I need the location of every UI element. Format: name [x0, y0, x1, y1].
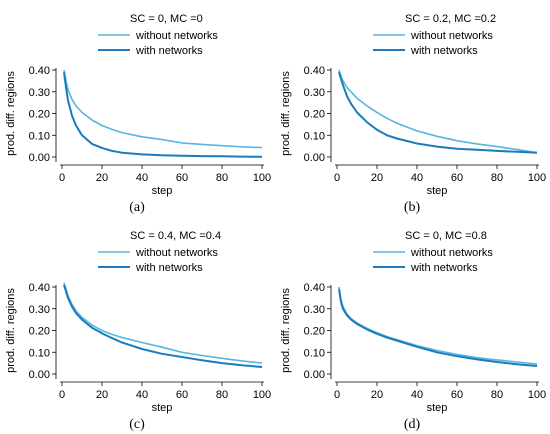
series-line-without-networks [63, 69, 263, 149]
series-line-with-networks [338, 289, 538, 367]
x-tick-label: 60 [451, 389, 463, 401]
chart-c: 0.00 0.10 0.20 0.30 0.40 0 20 40 60 80 100 step prod… [5, 230, 271, 432]
y-tick-label: 0.30 [304, 87, 325, 99]
x-tick-label: 0 [334, 389, 340, 401]
y-tick-label: 0.10 [304, 130, 325, 142]
legend-title: SC = 0.4, MC =0.4 [130, 230, 221, 242]
y-tick-label: 0.00 [304, 152, 325, 164]
y-axis-title: prod. diff. regions [280, 71, 292, 156]
x-tick-label: 40 [411, 389, 423, 401]
y-tick-label: 0.00 [29, 369, 50, 381]
chart-b: 0.00 0.10 0.20 0.30 0.40 0 20 40 60 80 100 step prod… [280, 13, 546, 215]
legend-entry: without networks [410, 30, 493, 42]
series-line-with-networks [63, 284, 263, 368]
series-line-with-networks [338, 71, 538, 154]
x-tick-label: 20 [371, 389, 383, 401]
x-tick-label: 0 [334, 172, 340, 184]
y-tick-label: 0.40 [29, 282, 50, 294]
y-tick-label: 0.10 [304, 347, 325, 359]
panel-label: (c) [129, 417, 145, 432]
x-tick-label: 20 [96, 389, 108, 401]
y-tick-label: 0.30 [29, 304, 50, 316]
panel-a: 0.00 0.10 0.20 0.30 0.40 0 20 40 60 80 100 step prod… [0, 0, 275, 217]
x-axis-title: step [152, 402, 173, 414]
legend-entry: with networks [135, 45, 203, 57]
x-tick-label: 80 [491, 389, 503, 401]
x-tick-label: 100 [528, 172, 546, 184]
x-tick-label: 100 [528, 389, 546, 401]
x-tick-label: 100 [253, 172, 271, 184]
y-axis-title: prod. diff. regions [5, 71, 17, 156]
x-tick-label: 40 [136, 389, 148, 401]
legend-entry: without networks [410, 247, 493, 259]
y-tick-label: 0.30 [29, 87, 50, 99]
y-tick-label: 0.30 [304, 304, 325, 316]
series-line-without-networks [63, 282, 263, 364]
y-tick-label: 0.40 [304, 282, 325, 294]
x-tick-label: 60 [451, 172, 463, 184]
legend-entry: without networks [135, 247, 218, 259]
x-tick-label: 80 [216, 389, 228, 401]
x-tick-label: 0 [59, 172, 65, 184]
y-tick-label: 0.40 [304, 65, 325, 77]
series-line-with-networks [63, 72, 263, 158]
x-tick-label: 60 [176, 172, 188, 184]
y-tick-label: 0.10 [29, 347, 50, 359]
y-tick-label: 0.40 [29, 65, 50, 77]
legend-title: SC = 0.2, MC =0.2 [405, 13, 496, 25]
x-tick-label: 60 [176, 389, 188, 401]
x-axis-title: step [427, 185, 448, 197]
legend-entry: with networks [135, 262, 203, 274]
x-axis-title: step [427, 402, 448, 414]
panel-c: 0.00 0.10 0.20 0.30 0.40 0 20 40 60 80 100 step prod… [0, 217, 275, 434]
y-tick-label: 0.00 [29, 152, 50, 164]
x-tick-label: 80 [491, 172, 503, 184]
chart-a: 0.00 0.10 0.20 0.30 0.40 0 20 40 60 80 100 step prod… [5, 13, 271, 215]
x-tick-label: 20 [371, 172, 383, 184]
legend-entry: without networks [135, 30, 218, 42]
x-tick-label: 20 [96, 172, 108, 184]
x-tick-label: 40 [136, 172, 148, 184]
series-line-without-networks [338, 69, 538, 154]
panel-label: (a) [129, 200, 145, 215]
chart-d: 0.00 0.10 0.20 0.30 0.40 0 20 40 60 80 100 step prod… [280, 230, 546, 432]
y-tick-label: 0.10 [29, 130, 50, 142]
panel-b: 0.00 0.10 0.20 0.30 0.40 0 20 40 60 80 100 step prod… [275, 0, 550, 217]
x-axis-title: step [152, 185, 173, 197]
y-tick-label: 0.20 [29, 326, 50, 338]
x-tick-label: 40 [411, 172, 423, 184]
x-tick-label: 80 [216, 172, 228, 184]
x-tick-label: 0 [59, 389, 65, 401]
legend-entry: with networks [410, 262, 478, 274]
panel-d: 0.00 0.10 0.20 0.30 0.40 0 20 40 60 80 100 step prod… [275, 217, 550, 434]
x-tick-label: 100 [253, 389, 271, 401]
panel-label: (d) [404, 417, 421, 432]
y-tick-label: 0.20 [29, 109, 50, 121]
legend-title: SC = 0, MC =0 [130, 13, 203, 25]
panel-label: (b) [404, 200, 421, 215]
y-tick-label: 0.20 [304, 326, 325, 338]
legend-entry: with networks [410, 45, 478, 57]
legend-title: SC = 0, MC =0.8 [405, 230, 487, 242]
y-axis-title: prod. diff. regions [280, 288, 292, 373]
y-tick-label: 0.20 [304, 109, 325, 121]
y-tick-label: 0.00 [304, 369, 325, 381]
y-axis-title: prod. diff. regions [5, 288, 17, 373]
